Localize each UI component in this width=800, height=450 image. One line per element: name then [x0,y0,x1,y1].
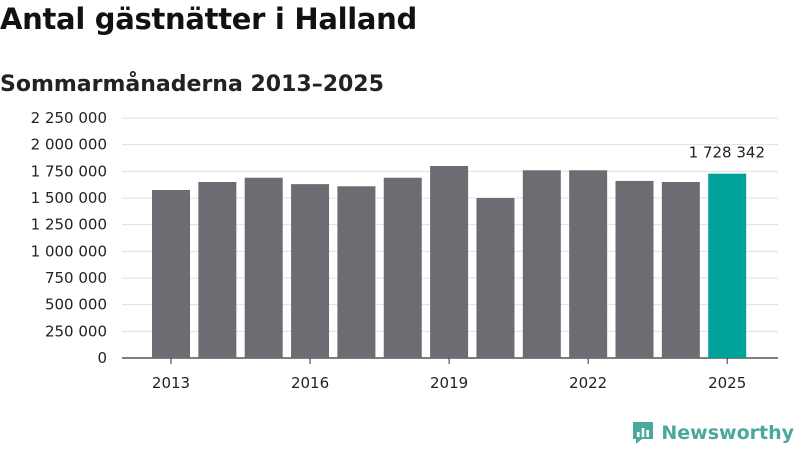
y-tick-label: 1 000 000 [31,242,107,260]
bar-2018 [383,177,422,358]
x-tick-label: 2019 [430,374,468,392]
highlight-value-label: 1 728 342 [689,144,765,162]
bars [152,166,747,358]
y-tick-label: 0 [97,349,107,367]
y-tick-label: 1 500 000 [31,189,107,207]
chart-title: Antal gästnätter i Halland [0,2,417,36]
bar-2013 [152,190,190,358]
chart-subtitle: Sommarmånaderna 2013–2025 [0,72,384,97]
bar-2019 [430,166,469,358]
bar-chart-bubble-icon [633,422,654,444]
y-tick-label: 500 000 [45,296,107,314]
bar-2020 [476,198,515,358]
bar-2016 [291,184,330,358]
y-tick-label: 1 750 000 [31,162,107,180]
newsworthy-logo: Newsworthy [631,420,794,446]
y-axis-tick-labels: 0 250 000 500 000 750 000 1 000 000 1 250 000… [31,109,107,367]
x-tick-label: 2016 [291,374,329,392]
bar-2024 [661,182,700,358]
bar-2022 [569,170,608,358]
y-tick-label: 2 000 000 [31,136,107,154]
y-tick-label: 750 000 [45,269,107,287]
x-axis-ticks: 2013 2016 2019 2022 2025 [152,358,746,392]
y-tick-label: 250 000 [45,322,107,340]
bar-2021 [522,170,561,358]
x-tick-label: 2013 [152,374,190,392]
y-tick-label: 2 250 000 [31,109,107,127]
bar-2014 [198,182,237,358]
bar-2025 [708,173,747,358]
bar-2015 [244,177,283,358]
data-labels: 1 728 342 [689,144,765,162]
bar-2023 [615,180,654,358]
bar-2017 [337,186,376,358]
brand-name: Newsworthy [661,422,794,444]
x-tick-label: 2025 [708,374,746,392]
x-tick-label: 2022 [569,374,607,392]
y-tick-label: 1 250 000 [31,216,107,234]
